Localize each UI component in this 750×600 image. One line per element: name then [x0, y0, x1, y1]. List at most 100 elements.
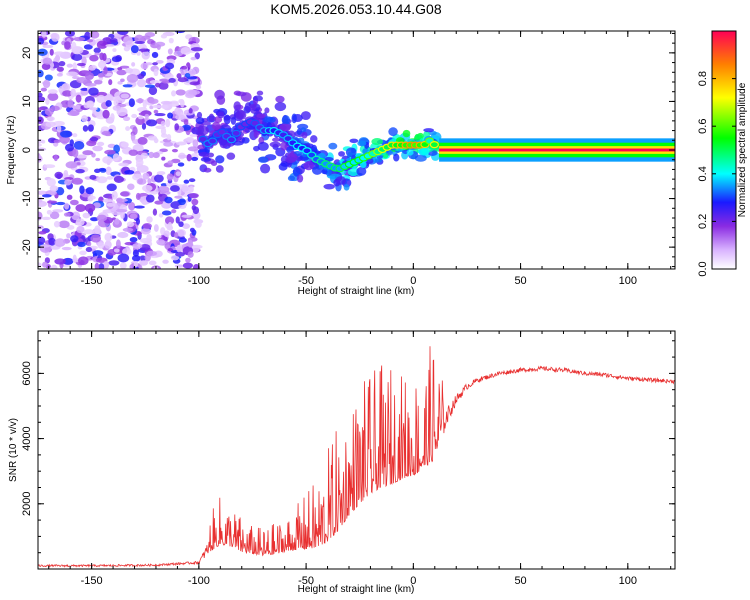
spectrogram-noise-blob	[177, 162, 185, 167]
spectrogram-noise-blob	[67, 99, 74, 108]
spectrogram-noise-blob	[177, 154, 190, 158]
y-tick-label: -10	[21, 191, 33, 207]
spectrogram-noise-blob	[54, 171, 64, 179]
figure-title: KOM5.2026.053.10.44.G08	[270, 1, 441, 17]
spectrogram-noise-blob	[116, 197, 123, 203]
spectrogram-ridge-blob	[233, 101, 241, 112]
spectrogram-noise-blob	[112, 48, 117, 53]
spectrogram-noise-blob	[122, 227, 134, 232]
spectrogram-noise-blob	[136, 79, 146, 88]
spectrogram-ridge-blob	[347, 167, 360, 177]
colorbar-tick-label: 0.4	[697, 166, 709, 181]
spectrogram-noise-blob	[154, 200, 164, 205]
spectrogram-noise-blob	[97, 242, 105, 249]
spectrogram-noise-blob	[153, 137, 159, 144]
spectrogram-noise-blob	[42, 79, 51, 89]
spectrogram-noise-blob	[38, 96, 46, 103]
spectrogram-noise-blob	[178, 99, 184, 104]
spectrogram-ridge-blob	[197, 125, 209, 136]
spectrogram-ridge-blob	[211, 121, 221, 131]
spectrogram-noise-blob	[157, 185, 170, 194]
spectrogram-noise-blob	[108, 79, 113, 86]
spectrogram-noise-blob	[175, 251, 185, 257]
spectrogram-ridge-blob	[235, 91, 247, 97]
spectrogram-noise-blob	[66, 71, 79, 77]
spectrogram-noise-blob	[126, 73, 139, 83]
spectrogram-noise-blob	[99, 168, 107, 173]
snr-x-ticks: -150 -100 -50 0 50 100	[48, 331, 672, 587]
spectrogram-noise-blob	[38, 231, 47, 235]
spectrogram-noise-blob	[160, 133, 168, 138]
spectrogram-band	[439, 148, 675, 152]
spectrogram-ridge-blob	[258, 156, 269, 163]
spectrogram-noise-blob	[164, 216, 175, 225]
spectrogram-noise-blob	[117, 31, 129, 35]
spectrogram-ridge-blob	[343, 184, 350, 191]
x-tick-label: 50	[514, 575, 526, 587]
y-tick-label: 10	[21, 95, 33, 107]
spectrogram-ridge-blob	[300, 127, 307, 133]
spectrogram-noise-blob	[62, 90, 73, 97]
spectrogram-ridge-blob	[264, 107, 270, 114]
spectrogram-ridge-blob	[197, 144, 206, 150]
spectrogram-noise-blob	[38, 211, 43, 221]
spectrogram-noise-blob	[126, 221, 135, 228]
spectrogram-ridge-blob	[303, 161, 314, 171]
spectrogram-ridge-blob	[280, 141, 288, 151]
spectrogram-noise-blob	[38, 262, 42, 268]
spectrogram-noise-blob	[58, 85, 64, 94]
y-tick-label: -20	[21, 239, 33, 255]
spectrogram-noise-blob	[38, 107, 44, 111]
spectrogram-y-label: Frequency (Hz)	[6, 116, 17, 185]
spectrogram-noise-blob	[137, 136, 148, 145]
spectrogram-noise-blob	[73, 141, 85, 150]
spectrogram-noise-blob	[85, 82, 97, 87]
spectrogram-noise-blob	[108, 260, 120, 266]
spectrogram-noise-blob	[64, 179, 72, 186]
spectrogram-ridge-blob	[203, 167, 212, 173]
spectrogram-ridge-blob	[244, 102, 252, 113]
x-tick-label: 100	[619, 275, 637, 287]
spectrogram-noise-blob	[51, 32, 60, 42]
spectrogram-noise-blob	[43, 164, 56, 169]
x-tick-label: -50	[298, 575, 314, 587]
spectrogram-ridge-blob	[249, 103, 257, 111]
spectrogram-noise-blob	[75, 204, 86, 212]
spectrogram-noise-blob	[174, 107, 182, 116]
spectrogram-noise-blob	[182, 262, 193, 269]
spectrogram-ridge-blob	[291, 113, 297, 124]
spectrogram-noise-blob	[74, 104, 81, 110]
spectrogram-noise-blob	[161, 80, 171, 84]
spectrogram-noise-blob	[96, 214, 108, 222]
spectrogram-noise-blob	[177, 77, 188, 83]
colorbar-label: Normalized spectral amplitude	[737, 82, 748, 217]
spectrogram-ridge-blob	[393, 153, 400, 162]
spectrogram-noise-blob	[110, 96, 117, 101]
spectrogram-noise-blob	[47, 89, 58, 94]
spectrogram-noise-blob	[94, 52, 101, 56]
spectrogram-noise-blob	[105, 100, 112, 107]
snr-x-label: Height of straight line (km)	[298, 584, 415, 595]
spectrogram-noise-blob	[183, 179, 190, 184]
spectrogram-noise-blob	[67, 110, 80, 117]
spectrogram-noise-blob	[188, 185, 194, 193]
spectrogram-noise-blob	[162, 259, 169, 264]
spectrogram-ridge-core	[231, 129, 241, 137]
spectrogram-ridge-blob	[261, 116, 274, 123]
spectrogram-noise-blob	[195, 85, 202, 90]
spectrogram-noise-blob	[130, 132, 136, 142]
spectrogram-noise-blob	[155, 125, 166, 130]
spectrogram-ridge-blob	[195, 117, 205, 125]
spectrogram-noise-blob	[188, 108, 193, 114]
spectrogram-noise-blob	[156, 239, 166, 245]
spectrogram-ridge-blob	[272, 137, 280, 142]
spectrogram-noise-blob	[135, 98, 145, 104]
spectrogram-noise-blob	[104, 209, 111, 214]
spectrogram-noise-blob	[42, 261, 48, 268]
spectrogram-noise-blob	[38, 190, 48, 195]
spectrogram-noise-blob	[129, 213, 138, 220]
x-tick-label: -100	[188, 575, 210, 587]
spectrogram-noise-blob	[41, 31, 47, 38]
spectrogram-noise-blob	[94, 225, 101, 235]
